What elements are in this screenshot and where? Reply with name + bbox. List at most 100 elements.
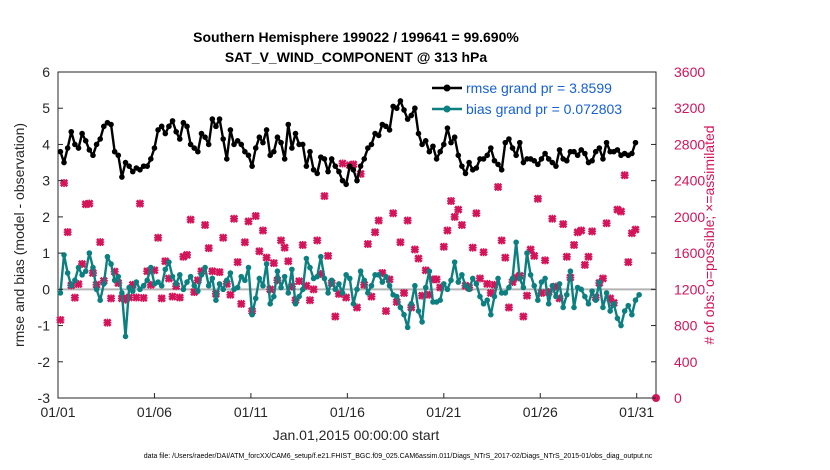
rmse-point bbox=[64, 145, 71, 151]
bias-point bbox=[126, 284, 132, 291]
bias-point bbox=[271, 293, 277, 300]
right-tick-label: 2400 bbox=[674, 173, 705, 189]
rmse-point bbox=[97, 136, 103, 142]
rmse-point bbox=[115, 152, 122, 159]
obs-marker bbox=[479, 248, 488, 257]
obs-marker bbox=[457, 220, 467, 230]
rmse-point bbox=[336, 168, 342, 175]
bias-point bbox=[111, 277, 118, 284]
bias-point bbox=[401, 311, 407, 318]
rmse-point bbox=[108, 121, 114, 128]
bias-point bbox=[404, 324, 411, 331]
obs-marker bbox=[363, 239, 372, 249]
obs-marker bbox=[396, 238, 405, 247]
obs-marker bbox=[342, 293, 351, 302]
bias-point bbox=[491, 293, 498, 300]
rmse-point bbox=[68, 128, 75, 135]
bias-point bbox=[140, 282, 147, 289]
bias-point bbox=[556, 281, 563, 287]
bias-point bbox=[289, 266, 295, 273]
obs-marker bbox=[139, 293, 148, 303]
bias-point bbox=[101, 281, 107, 287]
rmse-point bbox=[419, 141, 425, 148]
bias-point bbox=[509, 275, 516, 282]
bias-point bbox=[195, 288, 201, 294]
bias-point bbox=[68, 282, 75, 289]
obs-marker bbox=[587, 227, 597, 236]
obs-marker bbox=[569, 240, 579, 250]
bias-point bbox=[191, 282, 198, 289]
rmse-point bbox=[426, 148, 433, 155]
bias-point bbox=[260, 282, 266, 289]
bias-point bbox=[455, 279, 462, 285]
rmse-point bbox=[93, 141, 100, 148]
right-axis-ticks: 0 400 800 1200 1600 2000 2400 2800 3200 3600 bbox=[651, 64, 705, 406]
bias-point bbox=[426, 268, 433, 275]
obs-marker bbox=[157, 294, 166, 303]
bias-point bbox=[256, 275, 263, 282]
rmse-point bbox=[119, 174, 125, 180]
rmse-point bbox=[433, 156, 440, 162]
obs-marker bbox=[475, 274, 485, 283]
rmse-point bbox=[205, 141, 212, 148]
rmse-point bbox=[509, 145, 516, 151]
left-tick-label: -1 bbox=[38, 318, 51, 334]
bias-point bbox=[249, 311, 255, 318]
rmse-point bbox=[75, 145, 82, 151]
left-tick-label: 2 bbox=[42, 209, 50, 225]
rmse-point bbox=[531, 157, 538, 164]
bias-point bbox=[209, 275, 216, 282]
obs-marker bbox=[63, 227, 72, 237]
x-tick-label: 01/01 bbox=[40, 404, 75, 420]
obs-marker bbox=[399, 288, 409, 298]
bias-point bbox=[281, 273, 288, 280]
rmse-point bbox=[310, 167, 317, 173]
bias-point bbox=[72, 277, 78, 284]
rmse-point bbox=[480, 156, 487, 162]
bias-point bbox=[466, 286, 472, 293]
rmse-point bbox=[397, 98, 404, 104]
bias-point bbox=[263, 261, 270, 267]
rmse-point bbox=[223, 156, 230, 162]
obs-marker bbox=[522, 291, 532, 300]
bias-series bbox=[57, 239, 642, 340]
obs-marker bbox=[374, 216, 383, 225]
rmse-point bbox=[466, 159, 472, 166]
bias-point bbox=[119, 290, 125, 296]
rmse-point bbox=[563, 157, 570, 164]
obs-marker bbox=[414, 254, 423, 263]
obs-marker bbox=[501, 253, 510, 262]
bias-point bbox=[274, 268, 281, 275]
obs-marker bbox=[298, 240, 307, 250]
legend: rmse grand pr = 3.8599 bias grand pr = 0… bbox=[428, 76, 652, 120]
legend-box bbox=[428, 76, 652, 120]
right-tick-label: 1200 bbox=[674, 281, 705, 297]
bias-point bbox=[299, 286, 306, 293]
obs-marker bbox=[454, 205, 463, 214]
obs-marker bbox=[410, 245, 419, 254]
obs-marker bbox=[56, 315, 65, 325]
bias-point bbox=[314, 273, 321, 280]
bias-point bbox=[144, 277, 151, 284]
obs-marker bbox=[96, 238, 105, 247]
rmse-point bbox=[299, 141, 306, 148]
x-axis-label: Jan.01,2015 00:00:00 start bbox=[273, 427, 440, 443]
bias-point bbox=[267, 301, 273, 307]
bias-point bbox=[166, 259, 172, 265]
bias-point bbox=[285, 290, 292, 296]
obs-marker bbox=[577, 226, 586, 235]
obs-marker bbox=[331, 312, 340, 321]
bias-point bbox=[90, 264, 96, 271]
bias-point bbox=[133, 279, 140, 285]
bias-point bbox=[223, 277, 230, 284]
obs-marker bbox=[251, 211, 260, 221]
rmse-point bbox=[260, 139, 266, 146]
bias-point bbox=[408, 301, 415, 307]
bias-point bbox=[538, 279, 545, 285]
plot-frame bbox=[57, 71, 657, 399]
obs-marker bbox=[215, 268, 224, 277]
rmse-point bbox=[441, 141, 447, 148]
rmse-point bbox=[79, 130, 85, 137]
rmse-point bbox=[365, 145, 371, 151]
rmse-point bbox=[249, 163, 255, 169]
